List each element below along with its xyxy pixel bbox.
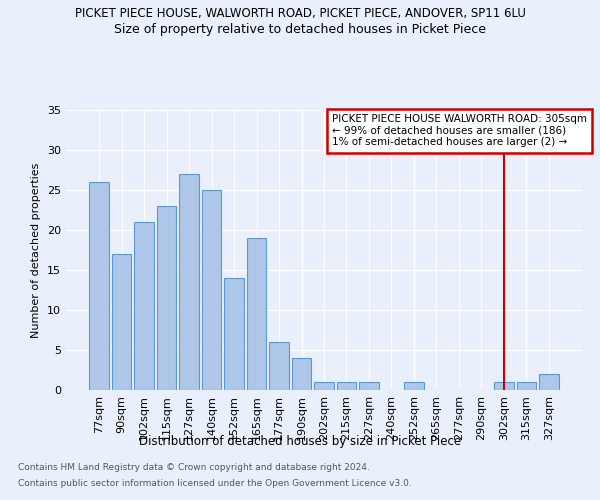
Bar xyxy=(292,358,311,390)
Bar xyxy=(89,182,109,390)
Text: PICKET PIECE HOUSE WALWORTH ROAD: 305sqm
← 99% of detached houses are smaller (1: PICKET PIECE HOUSE WALWORTH ROAD: 305sqm… xyxy=(332,114,587,148)
Bar xyxy=(314,382,334,390)
Bar xyxy=(539,374,559,390)
Bar xyxy=(202,190,221,390)
Bar xyxy=(179,174,199,390)
Bar xyxy=(494,382,514,390)
Bar xyxy=(247,238,266,390)
Bar xyxy=(224,278,244,390)
Text: Size of property relative to detached houses in Picket Piece: Size of property relative to detached ho… xyxy=(114,22,486,36)
Y-axis label: Number of detached properties: Number of detached properties xyxy=(31,162,41,338)
Bar xyxy=(134,222,154,390)
Text: Distribution of detached houses by size in Picket Piece: Distribution of detached houses by size … xyxy=(139,435,461,448)
Bar xyxy=(337,382,356,390)
Bar xyxy=(269,342,289,390)
Bar xyxy=(359,382,379,390)
Text: Contains HM Land Registry data © Crown copyright and database right 2024.: Contains HM Land Registry data © Crown c… xyxy=(18,464,370,472)
Bar xyxy=(157,206,176,390)
Bar xyxy=(112,254,131,390)
Bar xyxy=(404,382,424,390)
Text: Contains public sector information licensed under the Open Government Licence v3: Contains public sector information licen… xyxy=(18,478,412,488)
Text: PICKET PIECE HOUSE, WALWORTH ROAD, PICKET PIECE, ANDOVER, SP11 6LU: PICKET PIECE HOUSE, WALWORTH ROAD, PICKE… xyxy=(74,8,526,20)
Bar xyxy=(517,382,536,390)
